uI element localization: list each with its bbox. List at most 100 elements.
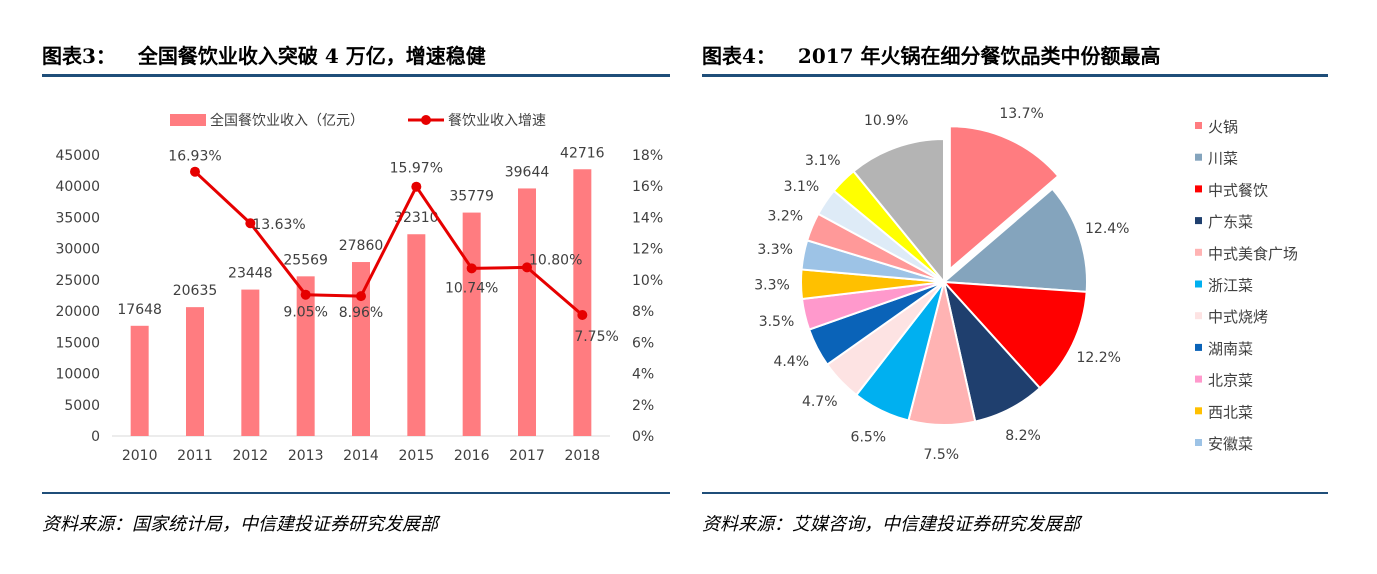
legend-bar-swatch [170,114,206,126]
x-axis-tick-label: 2015 [399,448,435,464]
pie-slice-label: 7.5% [924,447,960,463]
left-panel-title: 图表3： 全国餐饮业收入突破 4 万亿，增速稳健 [42,40,486,69]
legend-label: 湖南菜 [1208,340,1253,358]
y2-axis-tick-label: 12% [632,242,663,258]
x-axis-tick-label: 2014 [343,448,379,464]
y-axis-tick-label: 20000 [55,304,100,320]
growth-point [190,166,200,177]
pie-slice [941,187,1088,293]
growth-point [466,263,477,274]
revenue-bar-label: 39644 [505,164,550,180]
left-panel-title-text: 全国餐饮业收入突破 4 万亿，增速稳健 [137,44,486,68]
growth-point [245,218,256,229]
pie-slice-label: 3.1% [784,179,820,195]
pie-slice-label: 3.5% [759,314,795,330]
revenue-bar [130,325,149,436]
pie-slice [852,137,945,285]
growth-label: 9.05% [283,305,327,321]
y2-axis-tick-label: 10% [632,273,663,289]
x-axis-tick-label: 2012 [233,448,269,464]
x-axis-tick-label: 2018 [565,448,601,464]
pie-slice-label: 12.4% [1085,221,1129,237]
y2-axis-tick-label: 4% [632,367,654,383]
legend-swatch [1195,248,1202,256]
y2-axis-tick-label: 14% [632,210,663,226]
right-panel-title-text: 2017 年火锅在细分餐饮品类中份额最高 [797,44,1161,68]
right-title-rule [702,74,1328,77]
pie-slice-label: 13.7% [999,106,1043,122]
left-source-note: 资料来源：国家统计局，中信建投证券研究发展部 [42,514,438,535]
y2-axis-tick-label: 0% [632,429,654,445]
pie-slice-label: 3.2% [768,209,804,225]
revenue-bar [296,276,315,436]
y-axis-tick-label: 10000 [55,367,100,383]
y-axis-tick-label: 0 [91,429,100,445]
category-share-pie-chart: 13.7% 12.4% 12.2% 8.2% 7.5% 6.5% 4.7% 4.4% 3.5% 3… [754,106,1298,463]
pie-slice-label: 4.7% [802,394,838,410]
y-axis-tick-label: 35000 [55,210,100,226]
revenue-growth-chart: 全国餐饮业收入（亿元） 餐饮业收入增速 0 5000 10000 15000 20000 25… [55,112,663,464]
y2-axis-tick-label: 2% [632,398,654,414]
y2-axis-tick-label: 6% [632,335,654,351]
legend-swatch [1195,185,1202,193]
legend-swatch [1195,407,1202,415]
y-axis-tick-label: 45000 [55,148,100,164]
legend-label: 安徽菜 [1208,435,1253,453]
legend-swatch [1195,217,1202,225]
revenue-bar [518,188,536,436]
y-axis-tick-label: 5000 [64,398,100,414]
revenue-bar-label: 35779 [449,189,494,205]
pie-slice-label: 3.1% [805,153,841,169]
revenue-bar-label: 23448 [228,266,273,282]
growth-line [193,170,584,317]
legend-label: 西北菜 [1208,403,1253,421]
revenue-bar [462,212,481,436]
right-panel-title-prefix: 图表4： [702,44,776,68]
y2-axis-tick-label: 16% [632,179,663,195]
revenue-bar-label: 20635 [173,283,218,299]
legend-line-label: 餐饮业收入增速 [448,113,546,129]
revenue-bar [573,169,592,436]
legend-swatch [1195,375,1202,383]
left-panel-title-prefix: 图表3： [42,44,116,68]
legend-label: 中式餐饮 [1208,181,1268,199]
legend-swatch [1195,439,1202,446]
legend-label: 北京菜 [1208,372,1253,390]
growth-label: 7.75% [574,329,618,345]
growth-point [300,289,311,300]
pie-slice [948,125,1060,272]
x-axis-tick-label: 2016 [454,448,490,464]
left-source-rule [42,492,670,494]
growth-label: 10.80% [529,252,582,268]
growth-label: 15.97% [390,161,443,177]
right-source-note: 资料来源：艾媒咨询，中信建投证券研究发展部 [702,514,1080,535]
left-title-rule [42,74,670,77]
revenue-bar [352,262,370,436]
right-panel-title: 图表4： 2017 年火锅在细分餐饮品类中份额最高 [702,40,1161,69]
pie-slice-label: 10.9% [864,113,908,129]
pie-slice-label: 3.3% [754,278,790,294]
growth-point [356,291,366,302]
legend-line-marker [421,115,431,125]
legend-bar-label: 全国餐饮业收入（亿元） [210,112,364,129]
revenue-bar [241,289,260,436]
pie-slice-label: 6.5% [851,429,887,445]
growth-point [411,181,422,192]
x-axis-tick-label: 2010 [122,448,158,464]
pie-slice-label: 8.2% [1005,428,1041,444]
revenue-bar-label: 17648 [117,302,162,318]
legend-swatch [1195,343,1202,351]
x-axis-tick-label: 2013 [288,448,324,464]
x-axis-tick-label: 2017 [509,448,545,464]
revenue-bar-label: 27860 [339,238,384,254]
x-axis-tick-label: 2011 [177,448,213,464]
growth-label: 10.74% [445,280,498,296]
revenue-bar [186,307,204,436]
pie-slice [941,280,1088,390]
pie-slice-label: 3.3% [757,242,793,258]
revenue-bar-label: 42716 [560,145,605,161]
legend-swatch [1195,122,1202,129]
growth-label: 13.63% [252,217,305,233]
legend-label: 中式烧烤 [1208,308,1268,326]
legend-label: 川菜 [1208,150,1238,168]
